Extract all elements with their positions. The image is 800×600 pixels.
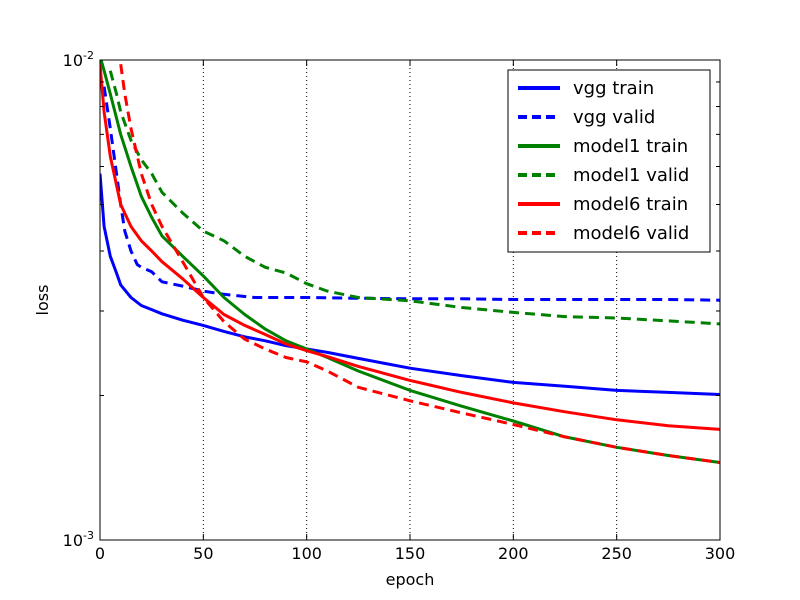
series-line-model1-valid — [108, 70, 720, 326]
y-tick-label: 10-3 — [63, 529, 94, 550]
series-line-vgg-train — [100, 173, 720, 396]
series-line-model6-valid — [119, 63, 720, 464]
x-tick-label: 300 — [705, 544, 736, 563]
series-line-model1-train — [100, 60, 720, 464]
legend-box — [507, 69, 711, 253]
legend-label: vgg valid — [573, 107, 655, 128]
y-axis-label: loss — [33, 285, 52, 316]
x-tick-label: 100 — [291, 544, 322, 563]
x-tick-label: 0 — [95, 544, 105, 563]
axis-ticks: 0 50 100 150 200 250 300 10-3 10-2 — [63, 49, 736, 563]
series-group — [100, 60, 720, 464]
x-axis-label: epoch — [386, 570, 435, 589]
series-line-vgg-valid — [102, 86, 720, 302]
legend-label: model6 valid — [573, 223, 689, 244]
legend-label: vgg train — [573, 78, 654, 99]
x-tick-label: 200 — [498, 544, 529, 563]
legend-label: model1 train — [573, 136, 688, 157]
legend: vgg train vgg valid model1 train model1 val… — [507, 69, 711, 253]
series-line-model6-train — [100, 64, 720, 431]
y-tick-label: 10-2 — [63, 49, 94, 70]
x-tick-label: 150 — [395, 544, 426, 563]
legend-label: model1 valid — [573, 165, 689, 186]
x-tick-label: 50 — [193, 544, 213, 563]
x-tick-label: 250 — [601, 544, 632, 563]
legend-label: model6 train — [573, 194, 688, 215]
